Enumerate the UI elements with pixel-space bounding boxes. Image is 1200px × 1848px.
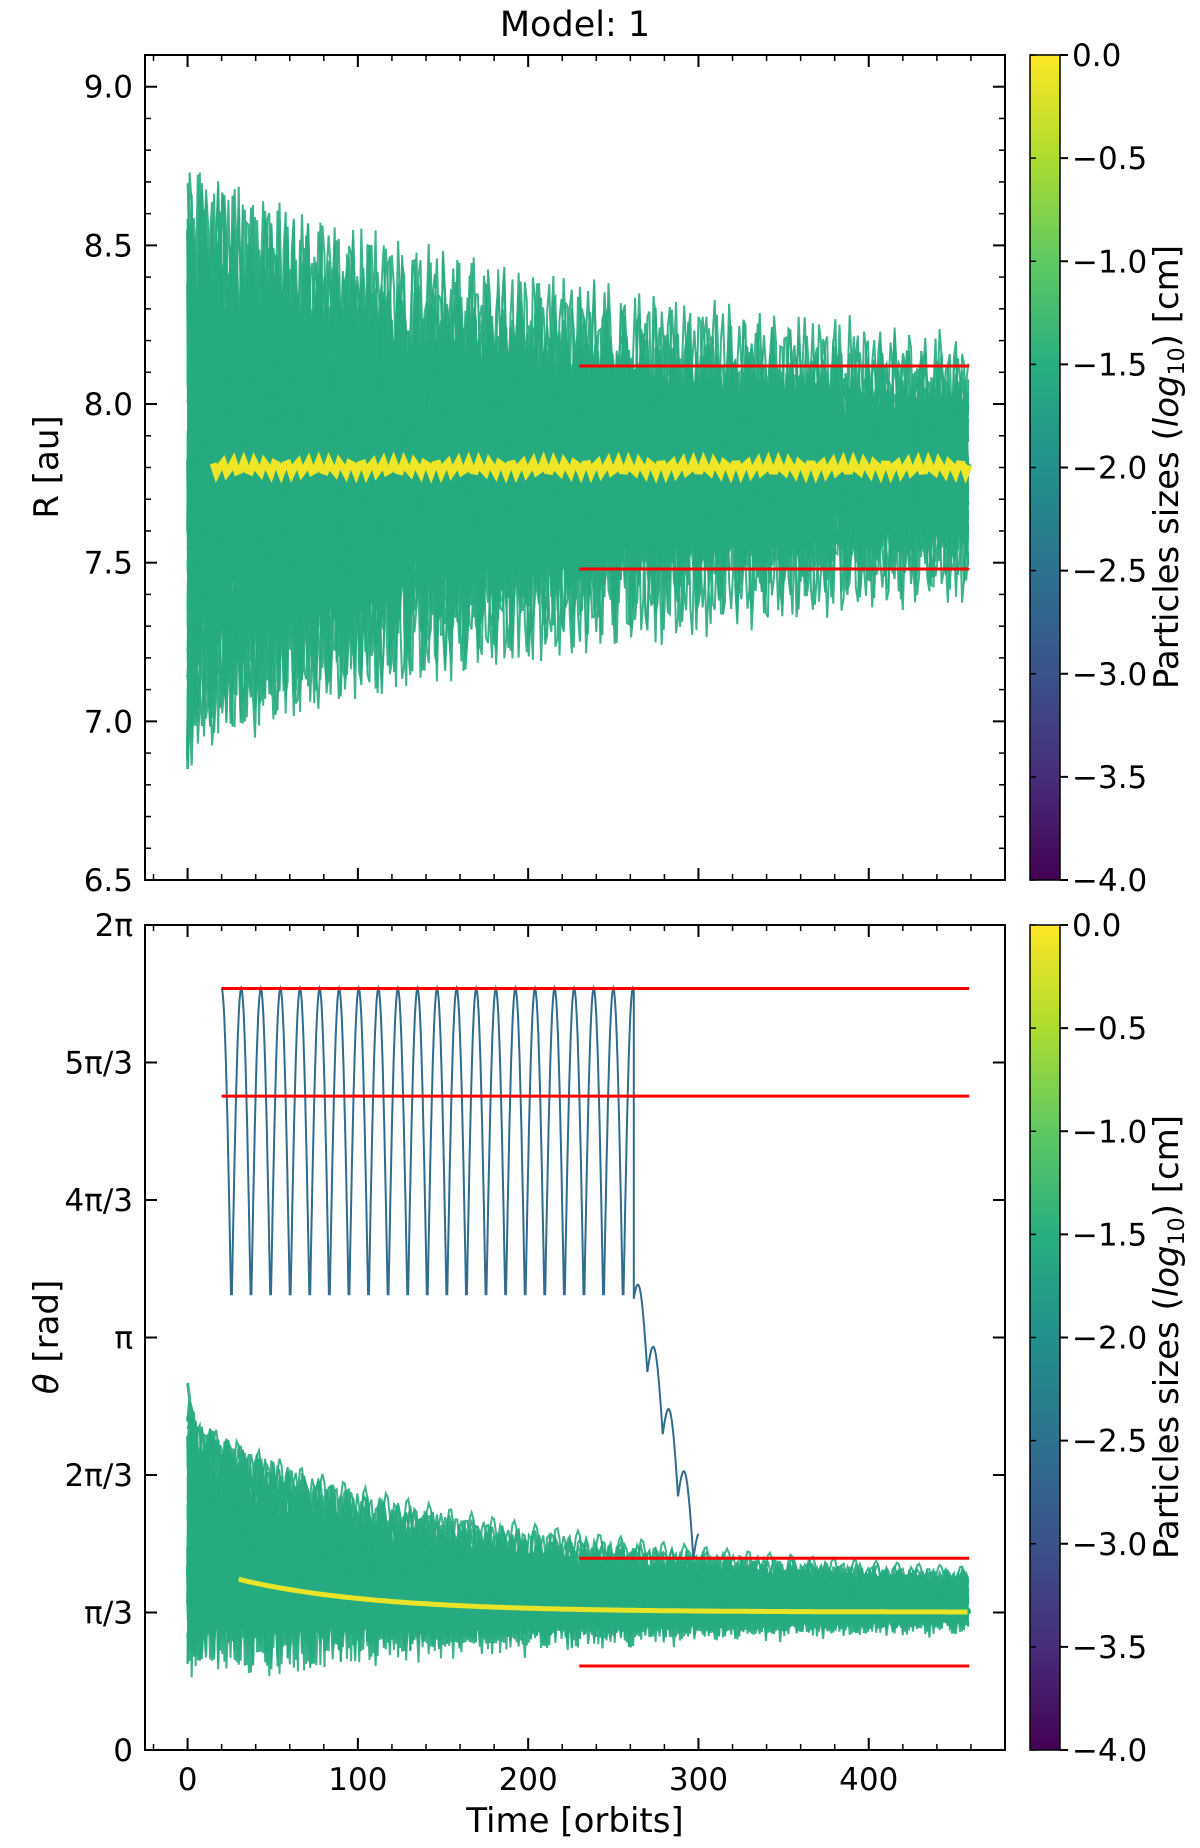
colorbar-tick-label: −0.5 [1072, 141, 1147, 177]
panel-angle: 0 100 200 300 400 0 π/3 2π/3 π 4π/3 5π/3 2π θ [rad]… [27, 908, 1190, 1841]
colorbar-tick-label: −2.0 [1072, 1321, 1147, 1357]
y-tick-label: 0 [113, 1733, 133, 1769]
bottom-reference-lines [221, 986, 970, 1668]
colorbar-tick-label: −2.5 [1072, 554, 1147, 590]
x-tick-label: 0 [178, 1762, 198, 1798]
x-tick-label: 300 [669, 1762, 728, 1798]
figure-title: Model: 1 [500, 5, 650, 45]
equilibrium-trajectory-line [238, 1576, 968, 1615]
panel-radius: 6.5 7.0 7.5 8.0 8.5 9.0 R [au] 0.0 −0.5 −1.0 −1.… [27, 38, 1190, 899]
x-tick-label: 200 [499, 1762, 558, 1798]
y-tick-label: 8.5 [84, 228, 133, 264]
bottom-ylabel: θ [rad] [27, 1280, 67, 1395]
colorbar-tick-label: 0.0 [1072, 38, 1121, 74]
bottom-colorbar-label-log: log [1147, 1245, 1187, 1297]
y-tick-label: 2π [95, 908, 133, 944]
colorbar-tick-label: −3.0 [1072, 657, 1147, 693]
y-tick-label: 9.0 [84, 70, 133, 106]
equilibrium-trajectory-line [209, 451, 973, 484]
bottom-colorbar-ticks: 0.0 −0.5 −1.0 −1.5 −2.0 −2.5 −3.0 −3.5 −4.0 [1030, 908, 1147, 1769]
bottom-ylabel-theta: θ [27, 1373, 67, 1394]
colorbar-tick-label: −3.0 [1072, 1527, 1147, 1563]
top-colorbar-label-sub: 10 [1165, 347, 1190, 375]
colorbar-tick-label: −1.5 [1072, 347, 1147, 383]
top-reference-lines [579, 364, 970, 571]
xlabel: Time [orbits] [465, 1801, 683, 1841]
top-colorbar-label: Particles sizes (log10) [cm] [1147, 245, 1190, 689]
y-tick-label: 7.0 [84, 704, 133, 740]
colorbar-tick-label: −1.5 [1072, 1217, 1147, 1253]
bottom-ylabel-rest: [rad] [27, 1280, 67, 1374]
trajectory-line [186, 181, 970, 730]
top-colorbar-label-prefix: Particles sizes ( [1147, 427, 1187, 689]
top-trajectories [186, 172, 973, 770]
top-ylabel: R [au] [27, 415, 67, 518]
librating-trajectory-line [220, 984, 700, 1559]
bottom-colorbar-label-suffix: ) [cm] [1147, 1115, 1187, 1217]
colorbar-tick-label: −4.0 [1072, 863, 1147, 899]
x-tick-label: 100 [328, 1762, 387, 1798]
y-tick-label: π [114, 1321, 133, 1357]
colorbar-tick-label: −2.0 [1072, 451, 1147, 487]
top-colorbar-label-suffix: ) [cm] [1147, 245, 1187, 347]
y-tick-label: 2π/3 [64, 1458, 133, 1494]
top-colorbar-label-log: log [1147, 375, 1187, 427]
colorbar-tick-label: −3.5 [1072, 1630, 1147, 1666]
bottom-colorbar-label-sub: 10 [1165, 1217, 1190, 1245]
colorbar-tick-label: −0.5 [1072, 1011, 1147, 1047]
y-tick-label: 6.5 [84, 863, 133, 899]
y-tick-label: 7.5 [84, 546, 133, 582]
colorbar-tick-label: 0.0 [1072, 908, 1121, 944]
y-tick-label: 8.0 [84, 387, 133, 423]
top-colorbar-ticks: 0.0 −0.5 −1.0 −1.5 −2.0 −2.5 −3.0 −3.5 −4.0 [1030, 38, 1147, 899]
y-tick-label: π/3 [84, 1596, 133, 1632]
colorbar-tick-label: −4.0 [1072, 1733, 1147, 1769]
trajectory-line [186, 342, 970, 595]
x-tick-label: 400 [839, 1762, 898, 1798]
y-tick-label: 5π/3 [64, 1046, 133, 1082]
colorbar-tick-label: −1.0 [1072, 244, 1147, 280]
y-tick-label: 4π/3 [64, 1183, 133, 1219]
bottom-ticks: 0 100 200 300 400 0 π/3 2π/3 π 4π/3 5π/3 2π [64, 908, 1006, 1798]
bottom-colorbar-label: Particles sizes (log10) [cm] [1147, 1115, 1190, 1559]
trajectory-line [186, 313, 970, 597]
bottom-trajectories [186, 984, 972, 1678]
colorbar-tick-label: −2.5 [1072, 1424, 1147, 1460]
colorbar-tick-label: −3.5 [1072, 760, 1147, 796]
top-ticks: 6.5 7.0 7.5 8.0 8.5 9.0 [84, 54, 1006, 899]
colorbar-tick-label: −1.0 [1072, 1114, 1147, 1150]
bottom-colorbar-label-prefix: Particles sizes ( [1147, 1297, 1187, 1559]
